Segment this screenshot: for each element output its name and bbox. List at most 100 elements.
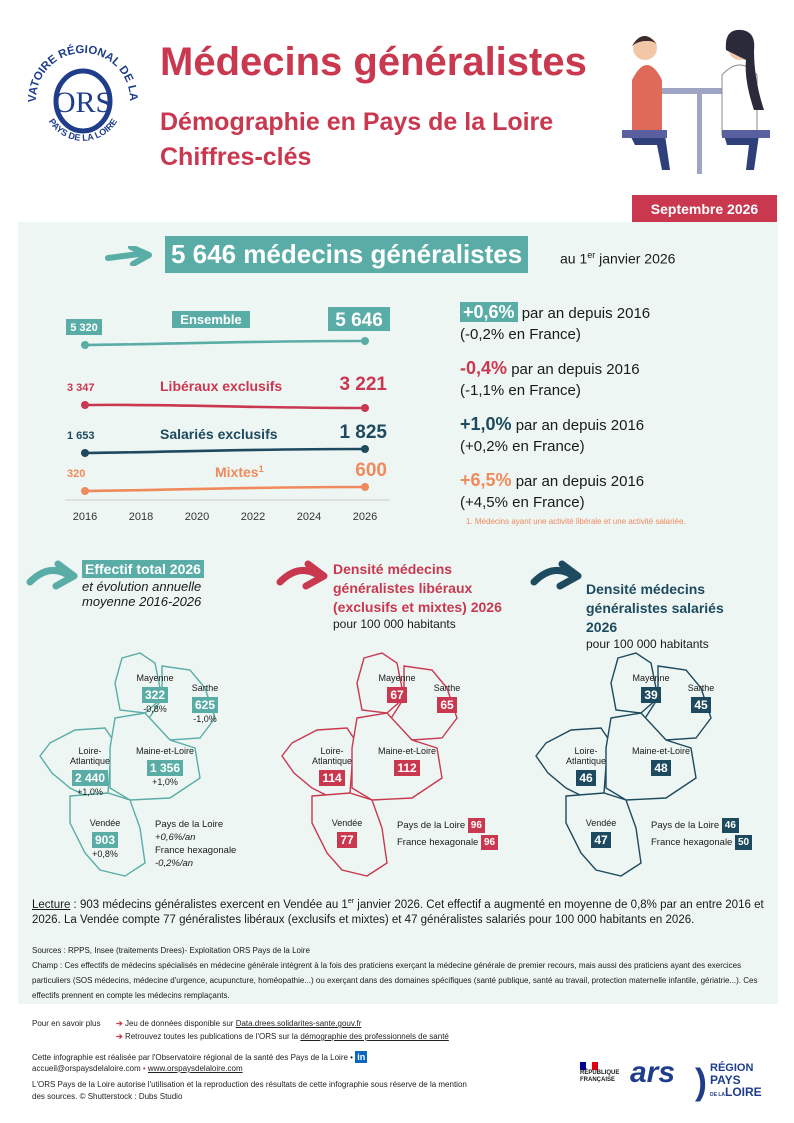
x-tick-label: 2016 [73, 511, 97, 523]
map-fr-pct: -0,2%/an [155, 858, 194, 869]
department-value: 77 [337, 832, 357, 848]
stat-pct: +0,6% [460, 302, 518, 322]
department-name: Loire- Atlantique [311, 746, 353, 766]
stat-pct: -0,4% [460, 358, 508, 378]
x-tick-label: 2018 [129, 511, 153, 523]
map-pdl-pct: +0,6%/an [155, 832, 196, 843]
map2-title-2: généralistes libéraux [333, 580, 473, 596]
made-by-text: Cette infographie est réalisée par l'Obs… [32, 1051, 368, 1063]
map-fr-row: France hexagonale 50 [651, 835, 753, 850]
end-label-bg [328, 307, 390, 331]
map1-subtitle: et évolution annuelle [82, 579, 202, 594]
map-pdl-value: 46 [721, 818, 739, 833]
x-tick-label: 2026 [353, 511, 377, 523]
ors-logo: OBSERVATOIRE RÉGIONAL DE LA SANTÉ PAYS D… [14, 28, 148, 153]
stat-item: +6,5% par an depuis 2016 (+4,5% en France… [460, 470, 770, 513]
department-shape [389, 665, 458, 741]
department-0: Mayenne 322 -0,8% [125, 673, 185, 714]
department-2: Loire- Atlantique 114 [302, 746, 362, 787]
map2-title: Densité médecins [333, 561, 453, 577]
series-name-bg [172, 311, 250, 328]
department-name: Vendée [89, 818, 121, 828]
arrow-icon-navy [530, 560, 582, 590]
department-name: Vendée [585, 818, 617, 828]
department-name: Vendée [331, 818, 363, 828]
series-line-0 [84, 339, 366, 347]
x-tick-label: 2020 [185, 511, 209, 523]
start-label-2: 1 653 [67, 430, 95, 442]
department-name: Maine-et-Loire [135, 746, 195, 756]
page-subtitle-2: Chiffres-clés [160, 143, 312, 171]
content-panel [18, 222, 778, 1004]
publications-link[interactable]: démographie des professionnels de santé [300, 1032, 449, 1041]
map3-subtitle: pour 100 000 habitants [586, 637, 709, 651]
end-label-0: 5 646 [335, 310, 383, 331]
footer-link-row-2: ➔ Retrouvez toutes les publications de l… [116, 1032, 449, 1041]
end-label-3: 600 [355, 460, 387, 481]
department-name: Sarthe [191, 683, 219, 693]
department-4: Vendée 77 [317, 818, 377, 849]
start-point-3 [81, 487, 89, 495]
stat-text: par an depuis 2016 [507, 361, 640, 378]
stat-item: +1,0% par an depuis 2016 (+0,2% en France… [460, 414, 770, 457]
department-value: 46 [576, 770, 596, 786]
arrow-icon-teal [26, 560, 78, 590]
drees-link[interactable]: Data.drees.solidarites-sante.gouv.fr [235, 1019, 362, 1028]
map-fr-label: France hexagonale [651, 837, 735, 848]
department-pct: +1,0% [152, 777, 178, 787]
department-name: Maine-et-Loire [377, 746, 437, 756]
contact-row: accueil@orspaysdelaloire.com • www.orspa… [32, 1064, 243, 1073]
website-link[interactable]: www.orspaysdelaloire.com [147, 1064, 243, 1073]
department-value: 114 [319, 770, 345, 786]
stat-item: +0,6% par an depuis 2016 (-0,2% en France… [460, 302, 770, 345]
series-line-3 [84, 485, 366, 493]
footer-link-row-1: ➔ Jeu de données disponible sur Data.dre… [116, 1019, 362, 1028]
map1-subtitle-2: moyenne 2016-2026 [82, 594, 202, 609]
end-point-3 [361, 483, 369, 491]
end-point-2 [361, 445, 369, 453]
lecture-text: Lecture : 903 médecins généralistes exer… [32, 898, 764, 926]
stats-list: +0,6% par an depuis 2016 (-0,2% en France… [460, 302, 770, 526]
department-name: Sarthe [687, 683, 715, 693]
department-2: Loire- Atlantique 46 [556, 746, 616, 787]
headline-date: au 1er janvier 2026 [560, 250, 676, 267]
republique-francaise-logo: RÉPUBLIQUE FRANÇAISE [580, 1062, 628, 1084]
ars-logo: ars [630, 1056, 676, 1089]
department-value: 45 [691, 697, 711, 713]
department-value: 48 [651, 760, 671, 776]
series-name-3: Mixtes1 [215, 464, 264, 480]
headline-value: 5 646 médecins généralistes [165, 236, 529, 273]
department-value: 903 [91, 832, 119, 848]
rights-text-2: des sources. © Shutterstock : Dubs Studi… [32, 1092, 183, 1101]
stat-text: par an depuis 2016 [511, 473, 645, 490]
rights-text: L'ORS Pays de la Loire autorise l'utilis… [32, 1080, 467, 1089]
map-legend: Pays de la Loire +0,6%/an France hexagonal… [155, 818, 236, 870]
start-label-bg [66, 319, 102, 335]
linkedin-icon[interactable]: in [355, 1051, 368, 1063]
map2-subtitle: pour 100 000 habitants [333, 617, 456, 631]
department-value: 112 [394, 760, 420, 776]
map3-title-2: généralistes salariés [586, 600, 724, 616]
series-line-2 [84, 447, 366, 455]
arrow-icon-red [276, 560, 328, 590]
map-pdl-row: Pays de la Loire 46 [651, 818, 752, 833]
map-fr-label: France hexagonale [155, 845, 237, 856]
map-pdl-label: Pays de la Loire [155, 819, 224, 830]
map-effectif: Mayenne 322 -0,8% Sarthe 625 -1,0% Loire- Atla… [30, 648, 260, 883]
email-link[interactable]: accueil@orspaysdelaloire.com [32, 1064, 141, 1073]
sources-text: Sources : RPPS, Insee (traitements Drees… [32, 943, 772, 1003]
map3-title-3: 2026 [586, 619, 618, 635]
x-tick-label: 2024 [297, 511, 321, 523]
end-point-1 [361, 404, 369, 412]
region-pdl-logo: ) RÉGION PAYS DE LALOIRE [695, 1060, 762, 1102]
department-name: Loire- Atlantique [565, 746, 607, 766]
department-value: 47 [591, 832, 611, 848]
map-legend: Pays de la Loire 96 France hexagonale 96 [397, 818, 499, 852]
start-label-0: 5 320 [70, 322, 98, 334]
map3-title: Densité médecins [586, 581, 706, 597]
department-value: 625 [191, 697, 219, 713]
start-point-0 [81, 341, 89, 349]
start-label-1: 3 347 [67, 382, 95, 394]
department-pct: +0,8% [92, 849, 118, 859]
map2-title-3: (exclusifs et mixtes) 2026 [333, 599, 502, 615]
